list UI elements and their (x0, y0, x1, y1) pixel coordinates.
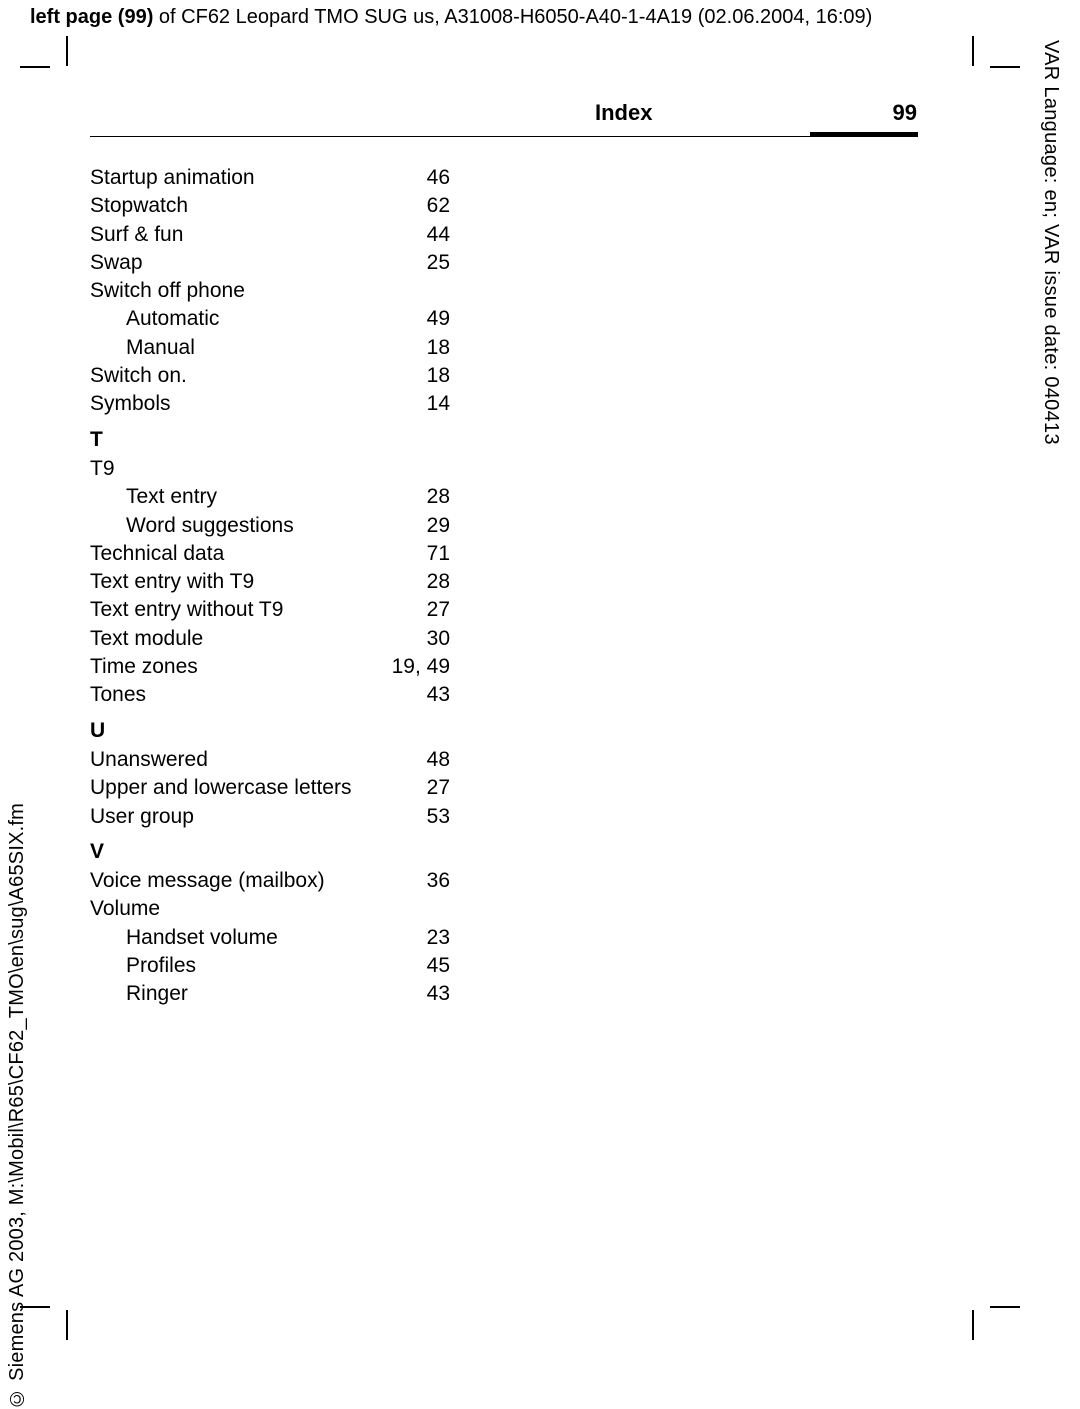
index-entry-label: Text entry without T9 (90, 596, 283, 623)
index-entry: User group 53 (90, 803, 450, 830)
index-entry: Stopwatch 62 (90, 192, 450, 219)
crop-mark (66, 36, 68, 66)
crop-mark (990, 66, 1020, 68)
index-entry-label: Tones (90, 681, 146, 708)
index-entry-page: 29 (427, 512, 450, 539)
index-entry-page: 46 (427, 164, 450, 191)
index-subentry: Manual 18 (90, 334, 450, 361)
left-margin-text: © Siemens AG 2003, M:\Mobil\R65\CF62_TMO… (6, 803, 29, 1409)
index-entry-label: Automatic (126, 305, 219, 332)
index-entry-heading: T9 (90, 455, 450, 482)
index-entry-heading: Volume (90, 895, 450, 922)
index-entry-page: 45 (427, 952, 450, 979)
index-entry-label: Symbols (90, 390, 171, 417)
index-entry-page: 36 (427, 867, 450, 894)
index-entry-label: Text entry (126, 483, 217, 510)
index-entry-page: 27 (427, 774, 450, 801)
header-rule (90, 136, 918, 137)
index-entry: Text module 30 (90, 625, 450, 652)
index-section-letter: U (90, 717, 450, 744)
index-entry: Tones 43 (90, 681, 450, 708)
index-entry: Unanswered 48 (90, 746, 450, 773)
index-entry-page: 23 (427, 924, 450, 951)
crop-mark (66, 1310, 68, 1340)
index-subentry: Automatic 49 (90, 305, 450, 332)
index-subentry: Profiles 45 (90, 952, 450, 979)
index-entry-label: Stopwatch (90, 192, 188, 219)
page-header: Index 99 (595, 100, 917, 132)
crop-mark (972, 36, 974, 66)
index-entry-label: Upper and lowercase letters (90, 774, 351, 801)
index-entry: Symbols 14 (90, 390, 450, 417)
index-entry: Time zones 19, 49 (90, 653, 450, 680)
index-entry-page: 18 (427, 334, 450, 361)
index-entry: Technical data 71 (90, 540, 450, 567)
header-rule-accent (810, 132, 918, 137)
index-entry-label: Time zones (90, 653, 198, 680)
header-page-number: 99 (893, 100, 917, 126)
index-column: Startup animation46Stopwatch62Surf & fun… (90, 164, 450, 1009)
index-subentry: Handset volume 23 (90, 924, 450, 951)
index-entry-page: 27 (427, 596, 450, 623)
top-meta-rest: of CF62 Leopard TMO SUG us, A31008-H6050… (153, 6, 872, 28)
index-entry: Surf & fun 44 (90, 221, 450, 248)
index-entry-page: 48 (427, 746, 450, 773)
index-entry-label: Profiles (126, 952, 196, 979)
document-top-meta: left page (99) of CF62 Leopard TMO SUG u… (30, 6, 872, 29)
index-entry: Text entry without T9 27 (90, 596, 450, 623)
index-entry-page: 43 (427, 980, 450, 1007)
index-entry-label: Switch on. (90, 362, 187, 389)
index-entry-label: Technical data (90, 540, 224, 567)
header-title: Index (595, 100, 652, 126)
index-entry: Upper and lowercase letters 27 (90, 774, 450, 801)
crop-mark (20, 66, 50, 68)
index-entry-label: Startup animation (90, 164, 255, 191)
index-entry-page: 25 (427, 249, 450, 276)
index-section-letter: T (90, 426, 450, 453)
index-subentry: Text entry 28 (90, 483, 450, 510)
index-entry-page: 43 (427, 681, 450, 708)
index-entry-page: 28 (427, 483, 450, 510)
index-entry-label: Ringer (126, 980, 188, 1007)
index-entry-page: 71 (427, 540, 450, 567)
index-entry: Text entry with T9 28 (90, 568, 450, 595)
index-entry: Startup animation 46 (90, 164, 450, 191)
index-entry-heading: Switch off phone (90, 277, 450, 304)
index-entry-page: 53 (427, 803, 450, 830)
index-entry-label: User group (90, 803, 194, 830)
index-entry-page: 44 (427, 221, 450, 248)
index-subentry: Ringer 43 (90, 980, 450, 1007)
index-entry-label: Unanswered (90, 746, 208, 773)
index-entry-label: Swap (90, 249, 143, 276)
index-entry-label: Text entry with T9 (90, 568, 254, 595)
crop-mark (972, 1310, 974, 1340)
index-entry-page: 19, 49 (392, 653, 450, 680)
index-entry-page: 62 (427, 192, 450, 219)
index-entry: Swap 25 (90, 249, 450, 276)
right-margin-text: VAR Language: en; VAR issue date: 040413 (1039, 40, 1062, 445)
index-entry-page: 28 (427, 568, 450, 595)
index-entry-page: 30 (427, 625, 450, 652)
index-entry: Voice message (mailbox) 36 (90, 867, 450, 894)
index-entry-label: Manual (126, 334, 195, 361)
index-entry-page: 18 (427, 362, 450, 389)
top-meta-bold: left page (99) (30, 6, 153, 28)
index-entry-label: Text module (90, 625, 203, 652)
index-entry-label: Word suggestions (126, 512, 294, 539)
index-entry-label: Voice message (mailbox) (90, 867, 325, 894)
crop-mark (990, 1306, 1020, 1308)
index-entry-label: Surf & fun (90, 221, 183, 248)
index-section-letter: V (90, 838, 450, 865)
index-entry-label: Handset volume (126, 924, 278, 951)
index-entry-page: 14 (427, 390, 450, 417)
index-subentry: Word suggestions 29 (90, 512, 450, 539)
index-entry-page: 49 (427, 305, 450, 332)
index-entry: Switch on. 18 (90, 362, 450, 389)
